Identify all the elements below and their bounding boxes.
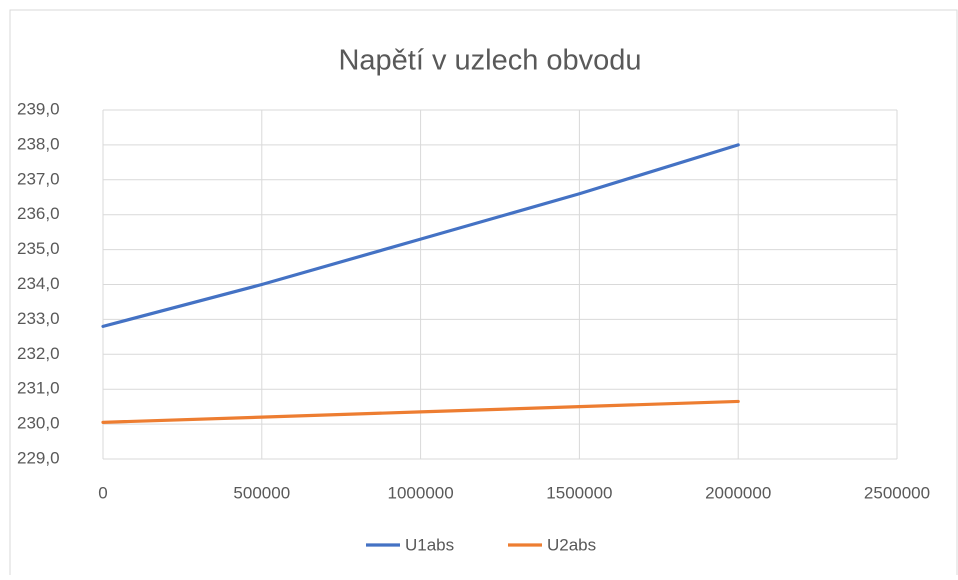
y-tick-label: 237,0 (17, 169, 60, 188)
y-tick-label: 231,0 (17, 379, 60, 398)
legend-label: U1abs (405, 535, 454, 554)
y-tick-label: 233,0 (17, 309, 60, 328)
series-line (101, 399, 740, 424)
y-tick-label: 229,0 (17, 448, 60, 467)
x-tick-label: 2000000 (705, 483, 771, 502)
series-line (101, 143, 740, 328)
x-tick-label: 1000000 (388, 483, 454, 502)
y-tick-label: 234,0 (17, 274, 60, 293)
y-tick-label: 238,0 (17, 134, 60, 153)
x-tick-label: 0 (98, 483, 107, 502)
chart-title: Napětí v uzlech obvodu (338, 45, 641, 77)
y-tick-label: 235,0 (17, 239, 60, 258)
x-tick-label: 500000 (233, 483, 290, 502)
y-tick-label: 232,0 (17, 344, 60, 363)
x-tick-label: 2500000 (864, 483, 930, 502)
y-tick-label: 236,0 (17, 204, 60, 223)
chart-frame (9, 9, 958, 580)
x-tick-label: 1500000 (546, 483, 612, 502)
y-tick-label: 230,0 (17, 414, 60, 433)
legend-label: U2abs (547, 535, 596, 554)
y-tick-label: 239,0 (17, 99, 60, 118)
